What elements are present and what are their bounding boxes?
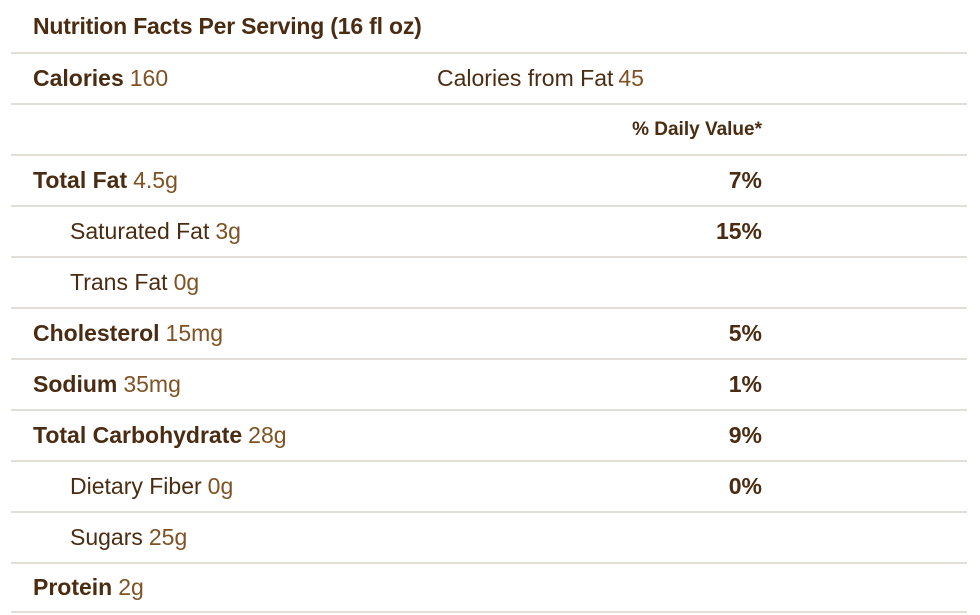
calories-value: 160: [129, 65, 169, 91]
nutrient-row: Saturated Fat 3g 15%: [11, 205, 967, 256]
nutrient-amount: 0g: [173, 269, 200, 295]
nutrient-label-cell: Total Carbohydrate 28g: [33, 422, 287, 449]
nutrient-row: Sugars 25g: [11, 511, 967, 562]
calories-from-fat-label: Calories from Fat: [437, 65, 614, 91]
nutrient-amount: 35mg: [123, 371, 181, 397]
nutrient-label: Dietary Fiber: [70, 473, 202, 499]
nutrient-label-cell: Protein 2g: [33, 574, 144, 601]
daily-value-percent: 7%: [728, 167, 762, 193]
daily-value-percent: 9%: [728, 422, 762, 448]
nutrient-amount: 0g: [207, 473, 234, 499]
nutrient-label: Saturated Fat: [70, 218, 210, 244]
nutrient-label-cell: Dietary Fiber 0g: [33, 473, 233, 500]
nutrient-label: Sodium: [33, 371, 118, 397]
calories-label-cell: Calories 160: [33, 65, 168, 92]
nutrient-amount: 3g: [215, 218, 241, 244]
nutrition-title: Nutrition Facts Per Serving (16 fl oz): [33, 12, 422, 39]
nutrient-rows: Total Fat 4.5g 7% Saturated Fat 3g 15% Trans F…: [11, 154, 967, 613]
calories-from-fat-cell: Calories from Fat 45: [437, 65, 644, 92]
nutrient-label: Total Fat: [33, 167, 128, 193]
nutrient-row: Cholesterol 15mg 5%: [11, 307, 967, 358]
nutrient-amount: 4.5g: [133, 167, 178, 193]
daily-value-percent: 15%: [715, 218, 762, 244]
nutrient-row: Protein 2g: [11, 562, 967, 613]
nutrient-label: Total Carbohydrate: [33, 422, 243, 448]
nutrient-label: Protein: [33, 574, 113, 600]
nutrition-facts-table: Nutrition Facts Per Serving (16 fl oz) C…: [11, 0, 967, 613]
nutrient-row: Dietary Fiber 0g 0%: [11, 460, 967, 511]
calories-from-fat-value: 45: [618, 65, 644, 91]
daily-value-percent: 5%: [728, 320, 762, 346]
nutrient-row: Sodium 35mg 1%: [11, 358, 967, 409]
calories-label: Calories: [33, 65, 124, 91]
daily-value-header-row: % Daily Value*: [11, 103, 967, 154]
nutrient-label-cell: Sugars 25g: [33, 524, 187, 551]
nutrient-label: Cholesterol: [33, 320, 160, 346]
nutrient-label-cell: Sodium 35mg: [33, 371, 181, 398]
nutrient-label-cell: Trans Fat 0g: [33, 269, 199, 296]
nutrient-label: Sugars: [70, 524, 143, 550]
daily-value-percent: 1%: [728, 371, 762, 397]
daily-value-percent: 0%: [728, 473, 762, 499]
nutrient-label-cell: Saturated Fat 3g: [33, 218, 241, 245]
daily-value-header: % Daily Value*: [632, 118, 762, 140]
nutrient-row: Total Carbohydrate 28g 9%: [11, 409, 967, 460]
nutrient-amount: 15mg: [165, 320, 224, 346]
nutrient-amount: 25g: [148, 524, 188, 550]
nutrient-amount: 28g: [248, 422, 287, 448]
nutrient-row: Total Fat 4.5g 7%: [11, 154, 967, 205]
calories-row: Calories 160 Calories from Fat 45: [11, 52, 967, 103]
nutrition-title-row: Nutrition Facts Per Serving (16 fl oz): [11, 0, 967, 52]
nutrient-label-cell: Total Fat 4.5g: [33, 167, 178, 194]
nutrient-label: Trans Fat: [70, 269, 168, 295]
nutrient-label-cell: Cholesterol 15mg: [33, 320, 223, 347]
nutrient-amount: 2g: [118, 574, 144, 600]
nutrient-row: Trans Fat 0g: [11, 256, 967, 307]
